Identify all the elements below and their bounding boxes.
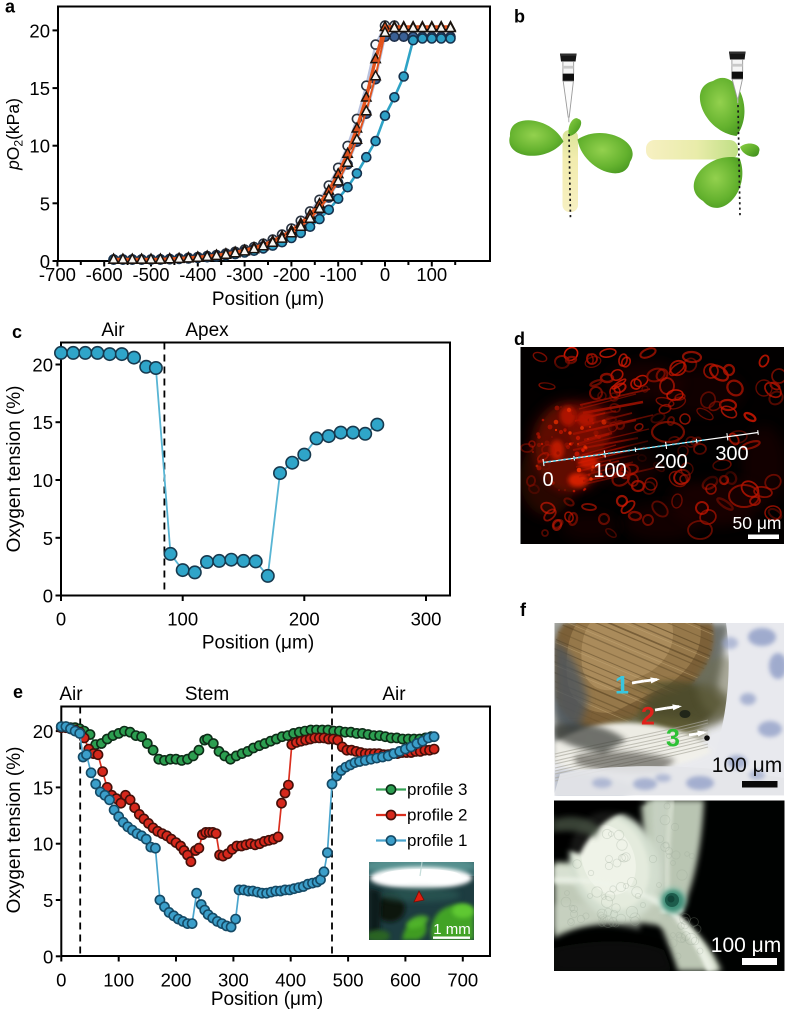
svg-text:100: 100 <box>416 264 447 285</box>
svg-text:a: a <box>5 0 16 17</box>
svg-text:100: 100 <box>593 460 626 482</box>
svg-text:-500: -500 <box>132 264 169 285</box>
svg-text:Position (μm): Position (μm) <box>202 633 314 654</box>
svg-text:-100: -100 <box>320 264 357 285</box>
svg-text:200: 200 <box>654 451 687 473</box>
svg-text:10: 10 <box>32 470 53 491</box>
svg-text:400: 400 <box>275 970 306 991</box>
svg-text:Oxygen tension (%): Oxygen tension (%) <box>4 747 25 914</box>
svg-text:-200: -200 <box>273 264 310 285</box>
svg-text:100: 100 <box>167 609 198 630</box>
svg-text:1: 1 <box>615 672 629 700</box>
svg-text:-600: -600 <box>86 264 123 285</box>
svg-text:3: 3 <box>666 725 680 753</box>
svg-text:Stem: Stem <box>185 684 229 705</box>
svg-text:Position (μm): Position (μm) <box>211 989 323 1010</box>
svg-text:c: c <box>12 322 22 342</box>
svg-text:profile 3: profile 3 <box>407 780 467 799</box>
svg-text:100 μm: 100 μm <box>712 754 782 777</box>
svg-text:d: d <box>514 329 525 349</box>
svg-text:15: 15 <box>33 777 54 798</box>
svg-text:15: 15 <box>32 412 53 433</box>
svg-text:b: b <box>514 7 525 27</box>
svg-text:100 μm: 100 μm <box>711 934 781 957</box>
svg-text:0: 0 <box>542 469 553 491</box>
svg-text:-400: -400 <box>179 264 216 285</box>
svg-text:600: 600 <box>390 970 421 991</box>
svg-text:Position (μm): Position (μm) <box>212 289 324 310</box>
svg-text:-300: -300 <box>226 264 263 285</box>
svg-text:20: 20 <box>29 20 50 41</box>
svg-text:300: 300 <box>218 970 249 991</box>
svg-text:0: 0 <box>380 264 390 285</box>
svg-text:200: 200 <box>289 609 320 630</box>
svg-text:700: 700 <box>447 970 478 991</box>
svg-text:0: 0 <box>56 970 66 991</box>
svg-text:1 mm: 1 mm <box>433 921 471 938</box>
svg-text:5: 5 <box>43 528 53 549</box>
svg-text:Apex: Apex <box>185 320 229 341</box>
svg-text:-700: -700 <box>39 264 76 285</box>
svg-text:profile 1: profile 1 <box>407 831 467 850</box>
svg-text:2: 2 <box>641 703 655 731</box>
svg-text:200: 200 <box>161 970 192 991</box>
svg-text:Air: Air <box>382 684 406 705</box>
svg-text:20: 20 <box>33 721 54 742</box>
svg-text:10: 10 <box>29 136 50 157</box>
svg-text:0: 0 <box>56 609 66 630</box>
svg-text:profile 2: profile 2 <box>407 806 467 825</box>
svg-text:300: 300 <box>715 443 748 465</box>
svg-text:50 μm: 50 μm <box>733 513 782 533</box>
svg-text:Air: Air <box>101 320 125 341</box>
svg-text:5: 5 <box>43 890 53 911</box>
svg-text:e: e <box>13 682 23 702</box>
svg-text:100: 100 <box>103 970 134 991</box>
svg-text:300: 300 <box>411 609 442 630</box>
svg-text:5: 5 <box>40 193 50 214</box>
svg-text:0: 0 <box>40 251 50 272</box>
svg-text:f: f <box>520 600 527 620</box>
svg-text:Air: Air <box>59 684 83 705</box>
svg-text:20: 20 <box>32 355 53 376</box>
svg-text:15: 15 <box>29 78 50 99</box>
svg-text:pO2(kPa): pO2(kPa) <box>3 98 26 171</box>
svg-text:0: 0 <box>43 586 53 607</box>
svg-text:0: 0 <box>43 946 53 967</box>
svg-text:10: 10 <box>33 834 54 855</box>
svg-text:Oxygen tension (%): Oxygen tension (%) <box>4 386 25 553</box>
svg-text:500: 500 <box>333 970 364 991</box>
